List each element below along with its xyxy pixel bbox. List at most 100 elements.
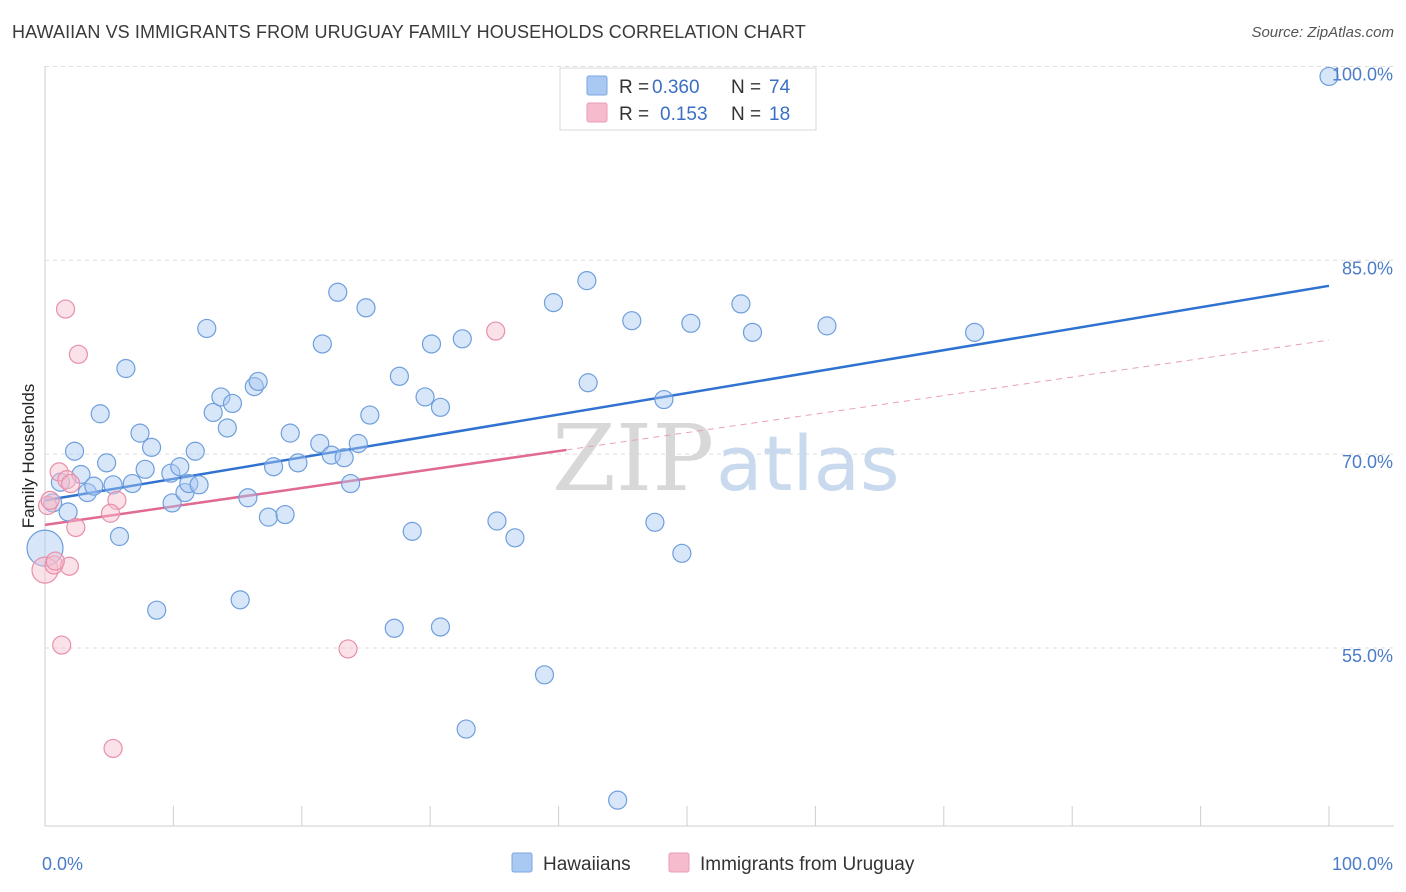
grid-lines (45, 65, 1394, 649)
point-hawaiians (258, 507, 279, 527)
point-uruguay (55, 299, 76, 319)
point-hawaiians (189, 475, 209, 495)
point-uruguay (49, 462, 69, 482)
point-hawaiians (389, 366, 409, 386)
point-hawaiians (817, 316, 837, 336)
point-hawaiians (348, 433, 368, 454)
chart-title: HAWAIIAN VS IMMIGRANTS FROM URUGUAY FAMI… (12, 22, 806, 42)
point-hawaiians (487, 511, 507, 531)
point-hawaiians (622, 311, 642, 331)
point-hawaiians (356, 298, 376, 318)
point-hawaiians (360, 405, 380, 425)
point-hawaiians (275, 504, 295, 525)
point-hawaiians (97, 453, 117, 473)
point-hawaiians (681, 313, 701, 333)
point-uruguay (66, 517, 86, 538)
x-tick-label: 0.0% (42, 854, 83, 874)
y-tick-label: 100.0% (1332, 64, 1393, 84)
point-hawaiians (452, 329, 472, 349)
point-hawaiians (421, 334, 442, 354)
point-uruguay (59, 556, 79, 576)
point-hawaiians (310, 433, 330, 454)
point-hawaiians (217, 418, 237, 438)
point-hawaiians (43, 493, 63, 513)
legend-n-value-1: 74 (769, 77, 791, 98)
point-hawaiians (731, 294, 751, 314)
point-hawaiians (170, 457, 190, 477)
point-hawaiians (312, 334, 332, 354)
x-tick-label: 100.0% (1332, 854, 1393, 874)
point-hawaiians (608, 790, 628, 810)
bottom-legend-label-hawaiians: Hawaiians (543, 854, 631, 875)
y-tick-label: 55.0% (1342, 646, 1393, 666)
legend-n-label-1: N = (731, 77, 761, 98)
correlation-legend: R = 0.360 N = 74 R = 0.153 N = 18 (559, 67, 817, 131)
point-uruguay (61, 473, 81, 494)
point-uruguay (338, 639, 358, 659)
legend-r-value-2: 0.153 (660, 104, 708, 125)
point-hawaiians (430, 617, 451, 637)
watermark: ZIP atlas (552, 405, 900, 512)
point-hawaiians (672, 543, 692, 563)
point-hawaiians (211, 387, 231, 407)
legend-n-label-2: N = (731, 104, 761, 125)
point-hawaiians (742, 322, 763, 342)
source-label: Source: ZipAtlas.com (1251, 24, 1394, 41)
point-hawaiians (384, 618, 404, 638)
point-hawaiians (340, 473, 361, 494)
y-axis-title: Family Households (19, 384, 38, 529)
axes (44, 66, 1394, 827)
tick-labels: 55.0% 70.0% 85.0% 100.0% 0.0% 100.0% (42, 64, 1393, 874)
point-hawaiians (162, 493, 182, 513)
legend-swatch-hawaiians (586, 75, 608, 96)
y-tick-label: 70.0% (1342, 452, 1393, 472)
legend-swatch-uruguay (586, 102, 608, 123)
trend-line-extension-uruguay (566, 339, 1330, 451)
point-uruguay (100, 503, 121, 523)
trend-line-uruguay (44, 448, 567, 527)
watermark-zip: ZIP (552, 405, 714, 512)
trend-line-hawaiians (44, 284, 1330, 502)
series-legend: Hawaiians Immigrants from Uruguay (511, 852, 915, 875)
point-hawaiians (90, 404, 110, 424)
point-hawaiians (109, 526, 130, 547)
point-hawaiians (402, 521, 422, 541)
point-hawaiians (965, 322, 985, 342)
point-hawaiians (543, 293, 564, 313)
point-hawaiians (328, 282, 348, 302)
point-hawaiians (415, 387, 435, 407)
point-uruguay (52, 635, 72, 655)
bottom-legend-swatch-hawaiians (511, 852, 533, 873)
point-hawaiians (248, 371, 268, 392)
bottom-legend-swatch-uruguay (668, 852, 690, 873)
point-hawaiians (430, 397, 451, 417)
point-hawaiians (222, 393, 243, 414)
legend-n-value-2: 18 (769, 104, 790, 125)
point-uruguay (57, 470, 77, 490)
point-hawaiians (244, 377, 264, 397)
point-hawaiians (135, 459, 155, 479)
watermark-atlas: atlas (716, 419, 900, 508)
point-hawaiians (64, 441, 85, 461)
point-hawaiians (654, 389, 674, 410)
point-hawaiians (197, 318, 217, 339)
point-hawaiians (103, 475, 123, 495)
point-hawaiians (578, 373, 598, 393)
point-hawaiians (230, 590, 250, 610)
point-hawaiians (116, 358, 136, 379)
trend-lines (44, 284, 1330, 527)
point-uruguay (68, 344, 88, 364)
point-hawaiians (505, 528, 525, 548)
point-hawaiians (1319, 66, 1339, 87)
bottom-legend-label-uruguay: Immigrants from Uruguay (700, 854, 915, 875)
point-hawaiians (179, 473, 199, 494)
point-hawaiians (334, 448, 354, 468)
point-hawaiians (534, 665, 555, 685)
point-hawaiians (263, 457, 284, 477)
point-hawaiians (645, 512, 665, 532)
point-uruguay (45, 551, 65, 571)
point-hawaiians (58, 502, 78, 522)
point-hawaiians (147, 600, 167, 620)
y-tick-label: 85.0% (1342, 258, 1393, 278)
legend-r-value-1: 0.360 (652, 77, 700, 98)
